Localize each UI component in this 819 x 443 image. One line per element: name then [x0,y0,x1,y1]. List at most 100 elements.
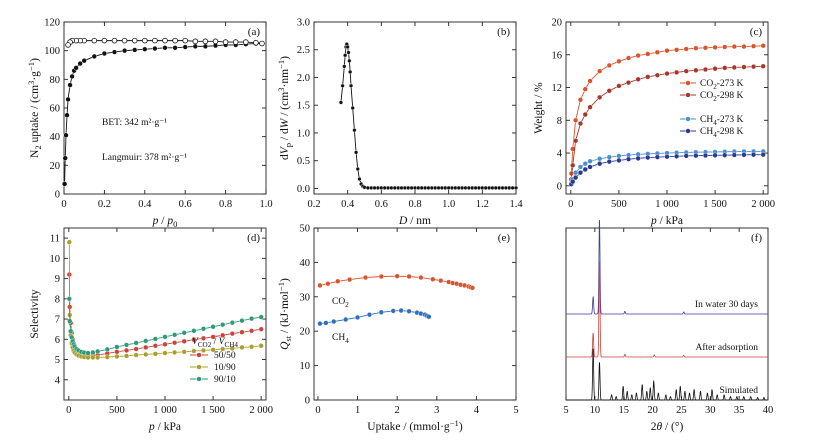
data-point-d-1 [258,343,264,349]
x-tick-label-c: 500 [611,199,627,210]
y-tick-label-e: 30 [300,292,311,303]
data-point-c-1 [683,68,689,74]
data-point-a-1 [253,39,259,46]
x-tick-label-b: 0.6 [375,199,388,210]
legend-text-c-2: CH4-273 K [700,115,744,127]
y-tick-label-b: 3.0 [297,18,310,29]
panel-label-d: (d) [247,232,260,244]
data-point-a-1 [172,37,178,44]
x-axis-label-c: p / kPa [650,215,683,227]
data-point-c-1 [606,88,612,94]
data-point-a-1 [142,37,148,44]
data-point-b-0 [346,50,351,55]
data-point-d-2 [181,330,187,336]
data-point-e-1 [390,308,396,314]
y-tick-label-e: 40 [300,258,311,269]
data-point-c-3 [597,161,603,167]
x-tick-label-a: 0.2 [98,199,111,210]
data-point-a-0 [152,45,158,52]
x-tick-label-e: 2 [395,405,400,416]
y-tick-label-e: 50 [300,224,311,235]
data-point-b-0 [355,166,360,172]
data-point-c-3 [760,152,766,158]
data-point-d-2 [67,318,73,324]
data-point-a-1 [222,39,229,45]
data-point-c-3 [570,179,576,185]
data-point-d-1 [181,349,187,355]
data-point-c-0 [664,48,670,54]
data-point-b-0 [343,53,348,58]
data-point-d-1 [104,354,110,360]
x-tick-label-f: 35 [734,405,745,416]
data-point-a-1 [202,38,209,45]
x-tick-label-f: 10 [590,405,601,416]
y-tick-label-a: 120 [44,18,60,29]
data-point-c-3 [606,159,612,165]
data-point-c-0 [731,43,737,50]
data-point-d-2 [210,324,216,330]
data-point-c-0 [674,47,680,53]
data-point-c-0 [582,86,588,92]
xrd-pattern-1 [566,261,768,358]
data-point-c-1 [693,67,699,73]
data-point-c-2 [606,154,612,160]
data-point-a-0 [182,44,188,50]
x-tick-label-e: 1 [355,405,360,416]
data-point-d-0 [162,341,168,347]
data-point-e-0 [362,274,369,281]
legend-marker-d-2 [196,376,202,382]
data-point-d-1 [210,347,216,353]
y-tick-label-b: 2.0 [297,73,310,84]
data-point-a-0 [62,181,68,187]
data-point-a-0 [77,60,83,67]
data-point-d-1 [152,351,158,357]
data-point-d-1 [143,351,149,358]
data-point-c-3 [731,152,737,158]
legend-text-c-1: CO2-298 K [700,91,744,103]
data-point-a-1 [101,37,108,44]
data-point-a-0 [67,82,73,88]
panel-label-f: (f) [751,232,762,244]
data-point-c-2 [582,161,588,167]
data-point-c-0 [570,146,576,152]
legend-marker-c-1 [685,92,691,98]
data-point-d-1 [220,346,226,352]
legend-text-c-3: CH4-298 K [700,127,744,139]
annotation-langmuir: Langmuir: 378 m²·g⁻¹ [102,153,187,163]
legend-marker-d-0 [196,352,202,358]
x-tick-label-f: 30 [705,405,716,416]
data-point-d-2 [258,314,264,320]
data-point-d-0 [229,331,235,337]
data-point-d-2 [220,322,226,328]
data-point-d-0 [172,340,178,346]
data-point-e-0 [430,276,436,282]
data-point-e-0 [317,282,323,289]
y-tick-label-d: 5 [55,355,60,366]
data-point-a-0 [64,112,70,118]
data-point-a-0 [69,73,75,80]
y-tick-label-d: 7 [55,315,60,326]
data-point-a-1 [243,39,249,45]
data-point-c-3 [645,154,651,161]
data-point-d-1 [200,347,207,354]
y-tick-label-b: 1.0 [297,128,310,139]
data-point-d-0 [123,347,130,354]
data-point-a-0 [142,46,148,52]
data-point-d-2 [95,348,101,355]
annotation-bet: BET: 342 m²·g⁻¹ [102,118,167,128]
data-point-d-1 [66,239,72,245]
x-tick-label-a: 1.0 [259,199,272,210]
data-point-d-2 [239,318,245,324]
data-point-d-2 [172,332,178,338]
data-point-d-2 [133,340,139,346]
data-point-c-1 [645,74,651,80]
data-point-a-0 [121,48,128,54]
data-point-e-0 [394,273,400,279]
panel-c: 0 500 1 000 1 500 2 000 0 4 8 12 16 20 p / kPa Weigh… [533,18,775,228]
data-point-d-1 [90,354,96,361]
x-axis-label-e: Uptake / (mmol·g−1) [367,418,463,433]
x-axis-label-b: D / nm [398,215,431,227]
legend-text-d-1: 10/90 [214,363,236,373]
